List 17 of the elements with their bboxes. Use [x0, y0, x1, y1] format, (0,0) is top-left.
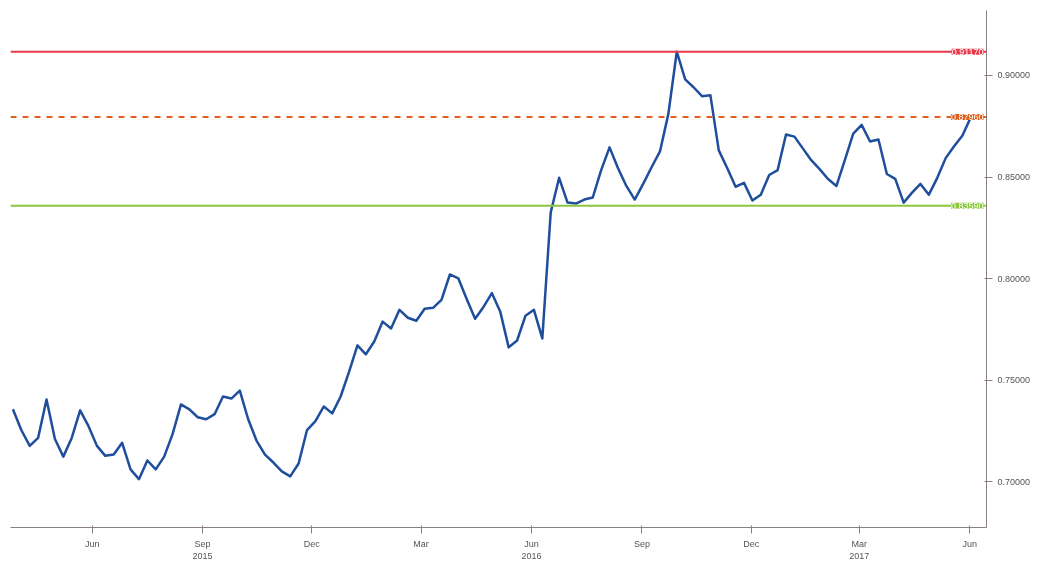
ref-line-label: 0.83590 — [950, 200, 984, 211]
x-tick-label: Sep 2015 — [192, 538, 213, 561]
x-tick-label: Dec — [743, 538, 760, 549]
x-tick-label: Mar — [413, 538, 429, 549]
y-tick-label: 0.90000 — [997, 70, 1031, 81]
ref-line-label: 0.87960 — [950, 111, 984, 122]
x-tick-label: Jun — [84, 538, 100, 549]
y-tick-label: 0.80000 — [997, 273, 1031, 284]
x-tick-label: Mar 2017 — [849, 538, 870, 561]
y-tick-label: 0.70000 — [997, 476, 1031, 487]
ref-line-label: 0.91170 — [951, 46, 984, 57]
y-tick-label: 0.85000 — [997, 172, 1031, 183]
x-tick-label: Sep — [633, 538, 650, 549]
y-tick-label: 0.75000 — [997, 375, 1031, 386]
x-tick-label: Jun 2016 — [521, 538, 542, 561]
x-tick-label: Jun — [962, 538, 977, 549]
x-tick-label: Dec — [303, 538, 321, 549]
